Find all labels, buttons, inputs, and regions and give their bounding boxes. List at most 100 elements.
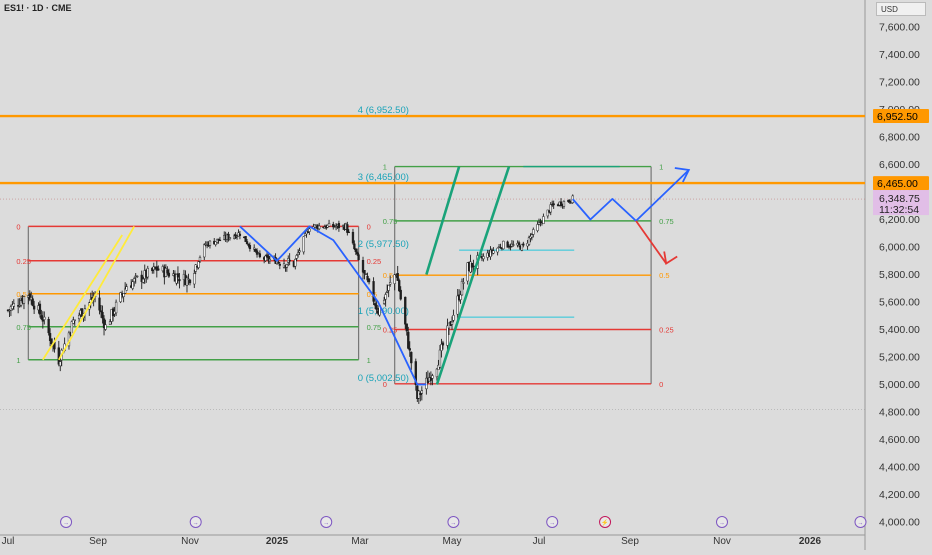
x-tick-label: 2025 bbox=[266, 536, 289, 547]
candle-body bbox=[410, 351, 413, 364]
candle-body bbox=[327, 223, 331, 227]
candle-body bbox=[31, 298, 34, 306]
candle-body bbox=[59, 361, 62, 367]
candle-body bbox=[562, 201, 566, 207]
earnings-icon[interactable] bbox=[599, 516, 612, 528]
price-level-tag-text: 6,465.00 bbox=[877, 178, 918, 190]
candle-body bbox=[193, 273, 196, 285]
last-price-countdown: 11:32:54 bbox=[879, 204, 919, 216]
candle-body bbox=[522, 243, 525, 246]
fib-left-level-label-right: 0.25 bbox=[367, 257, 382, 266]
candle-body bbox=[227, 233, 230, 240]
candle-body bbox=[104, 324, 107, 330]
candle-body bbox=[398, 280, 401, 292]
candle-body bbox=[99, 310, 103, 313]
candle-body bbox=[264, 255, 267, 261]
candle-body bbox=[364, 273, 368, 276]
y-tick-label: 5,000.00 bbox=[879, 379, 920, 391]
candle-body bbox=[218, 239, 222, 242]
candle-body bbox=[382, 299, 386, 304]
earnings-icon[interactable] bbox=[60, 516, 73, 528]
candle-body bbox=[203, 244, 206, 258]
candle-body bbox=[532, 229, 535, 235]
x-tick-label: 2026 bbox=[799, 536, 822, 547]
fib-left-level-label-left: 0.5 bbox=[16, 290, 26, 299]
earnings-icon[interactable] bbox=[546, 516, 559, 528]
candle-body bbox=[176, 273, 180, 278]
candle-body bbox=[306, 231, 310, 234]
fib-right-level-label-right: 0.5 bbox=[659, 271, 669, 280]
candle-body bbox=[414, 361, 417, 385]
candle-body bbox=[346, 224, 349, 233]
teal-trend-line-upper bbox=[425, 166, 461, 275]
y-tick-label: 6,600.00 bbox=[879, 159, 920, 171]
candle-body bbox=[389, 282, 392, 285]
candle-body bbox=[353, 243, 356, 250]
candle-body bbox=[568, 200, 571, 203]
fib-left-level-label-left: 1 bbox=[16, 356, 20, 365]
candle-body bbox=[351, 231, 355, 244]
earnings-icon[interactable] bbox=[447, 516, 460, 528]
candle-body bbox=[288, 259, 291, 262]
fib-left-level-label-right: 0.75 bbox=[367, 323, 382, 332]
x-tick-label: Jul bbox=[533, 536, 546, 547]
candle-body bbox=[492, 250, 495, 254]
candle-body bbox=[470, 262, 474, 268]
candle-body bbox=[185, 277, 189, 286]
currency-selector[interactable]: USD bbox=[876, 2, 926, 16]
earnings-icon-glyph: → bbox=[719, 521, 725, 527]
y-tick-label: 4,800.00 bbox=[879, 407, 920, 419]
fib-left-level-label-right: 0 bbox=[367, 222, 371, 231]
candle-body bbox=[244, 236, 247, 242]
projection-path-line bbox=[572, 169, 690, 222]
fib-extension-label: 4 (6,952.50) bbox=[358, 105, 409, 116]
earnings-icon-glyph: → bbox=[549, 521, 555, 527]
earnings-icon-glyph: → bbox=[63, 521, 69, 527]
fib-right-level-label-right: 0.75 bbox=[659, 217, 674, 226]
fib-extension-label: 3 (6,465.00) bbox=[358, 172, 409, 183]
candle-body bbox=[440, 344, 443, 351]
candle-body bbox=[12, 303, 15, 307]
symbol-label[interactable]: ES1! · 1D · CME bbox=[4, 3, 72, 13]
swing-path-line bbox=[239, 225, 427, 386]
candle-body bbox=[18, 305, 21, 307]
fib-extension-label: 2 (5,977.50) bbox=[358, 239, 409, 250]
candle-body bbox=[98, 297, 101, 311]
candle-body bbox=[157, 268, 160, 271]
candle-body bbox=[496, 247, 499, 253]
earnings-icon[interactable] bbox=[854, 516, 867, 528]
x-tick-label: Nov bbox=[181, 536, 199, 547]
y-tick-label: 5,800.00 bbox=[879, 269, 920, 281]
candle-body bbox=[187, 278, 190, 280]
earnings-icon[interactable] bbox=[189, 516, 202, 528]
candle-body bbox=[175, 274, 178, 284]
candle-body bbox=[277, 262, 280, 264]
fib-right-level-label-left: 1 bbox=[383, 163, 387, 172]
yellow-trend-line bbox=[58, 225, 135, 361]
candle-body bbox=[408, 348, 411, 351]
projection-arrow-head bbox=[674, 167, 691, 183]
candle-body bbox=[384, 294, 387, 300]
candle-body bbox=[450, 321, 454, 325]
candle-body bbox=[472, 265, 475, 267]
candle-body bbox=[367, 278, 371, 283]
candle-body bbox=[499, 246, 502, 249]
candle-body bbox=[425, 377, 428, 390]
fib-right-level-label-right: 0.25 bbox=[659, 326, 674, 335]
earnings-icon[interactable] bbox=[716, 516, 728, 528]
candle-body bbox=[559, 201, 563, 206]
price-level-tag bbox=[873, 109, 929, 124]
last-price-tag bbox=[873, 190, 929, 216]
earnings-icon[interactable] bbox=[320, 516, 333, 528]
candle-body bbox=[247, 243, 250, 246]
fib-left-level-label-left: 0.25 bbox=[16, 257, 31, 266]
teal-trend-line bbox=[435, 166, 511, 385]
candle-body bbox=[57, 347, 60, 365]
y-tick-label: 5,400.00 bbox=[879, 324, 920, 336]
candle-body bbox=[435, 368, 439, 378]
y-tick-label: 7,200.00 bbox=[879, 77, 920, 89]
candle-body bbox=[188, 279, 192, 284]
candle-body bbox=[429, 376, 433, 381]
